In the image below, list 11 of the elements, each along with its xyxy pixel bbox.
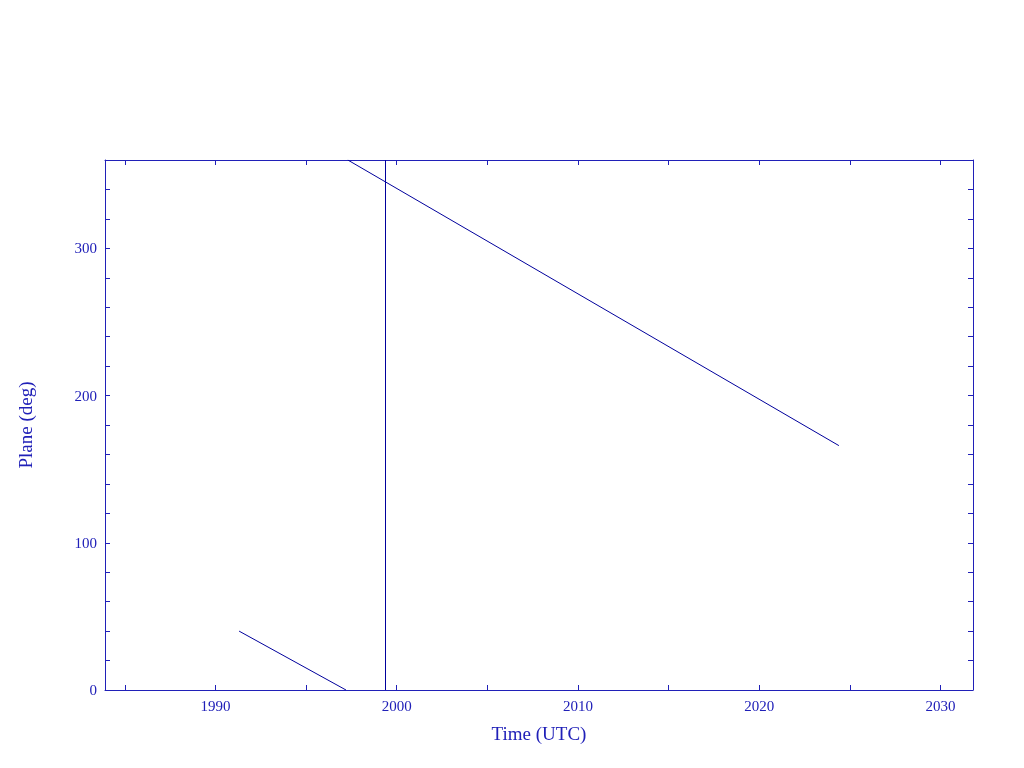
x-tick-label: 2020 [744, 697, 775, 714]
x-axis-title: Time (UTC) [491, 723, 587, 745]
y-tick-label: 300 [74, 240, 97, 257]
y-tick-label: 0 [89, 682, 97, 698]
y-tick-label: 100 [74, 534, 97, 551]
y-axis-title: Plane (deg) [15, 381, 37, 469]
y-tick-label: 200 [74, 387, 97, 404]
x-tick-label: 2000 [381, 697, 412, 714]
x-tick-label: 2030 [925, 697, 956, 714]
x-tick-label: 1990 [200, 697, 231, 714]
x-tick-label: 2010 [562, 697, 593, 714]
